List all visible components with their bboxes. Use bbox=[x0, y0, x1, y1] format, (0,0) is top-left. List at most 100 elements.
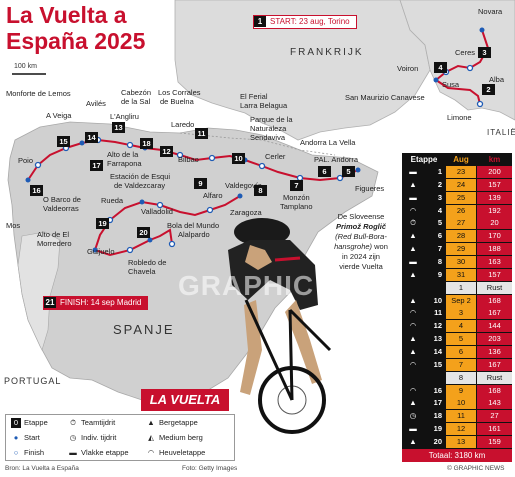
stage-km: 200 bbox=[477, 166, 512, 178]
stage-date: 24 bbox=[446, 178, 476, 191]
stage-km: 144 bbox=[477, 320, 512, 333]
legend-medium-label: Medium berg bbox=[159, 433, 203, 442]
pyrenees-border bbox=[179, 132, 336, 156]
flat-stage-icon: ▬ bbox=[409, 192, 417, 202]
stage-number: 2 bbox=[437, 179, 442, 189]
place-alfaro: Alfaro bbox=[203, 191, 223, 200]
place-alto-morredero-2: Morredero bbox=[37, 239, 72, 248]
place-monforte: Monforte de Lemos bbox=[6, 89, 71, 98]
legend-vlakke: ▬ Vlakke etappe bbox=[68, 448, 129, 458]
stage-number: 12 bbox=[433, 321, 442, 331]
place-larra: Larra Belagua bbox=[240, 101, 288, 110]
map-stage-9: 9 bbox=[194, 178, 207, 189]
stage-row: ▲ 9 31 157 bbox=[402, 268, 512, 282]
stage-date: 27 bbox=[446, 217, 476, 230]
place-o-barco-2: Valdeorras bbox=[43, 204, 79, 213]
stage-km: 139 bbox=[477, 191, 512, 204]
place-estacion-1: Estación de Esqui bbox=[110, 172, 171, 181]
place-san-maurizio: San Maurizio Canavese bbox=[345, 93, 425, 102]
stage-km: 188 bbox=[477, 243, 512, 256]
map-stage-4: 4 bbox=[434, 62, 447, 73]
stage-km: 157 bbox=[477, 178, 512, 191]
legend-berg: ▲ Bergetappe bbox=[146, 418, 198, 428]
stage-row: ▲ 2 24 157 bbox=[402, 178, 512, 192]
caption-line-1: De Sloveense bbox=[337, 212, 385, 221]
place-sendaviva: Sendaviva bbox=[250, 133, 286, 142]
legend-medium: ◭ Medium berg bbox=[146, 433, 203, 443]
stage-row: ▬ 1 23 200 bbox=[402, 166, 512, 179]
stage-km: 157 bbox=[477, 268, 512, 281]
graphic-news-credit: © GRAPHIC NEWS bbox=[447, 465, 505, 472]
stage-number: 6 bbox=[437, 231, 442, 241]
mountain-stage-icon: ▲ bbox=[409, 231, 417, 241]
place-rueda: Rueda bbox=[101, 196, 124, 205]
map-stage-19: 19 bbox=[96, 218, 109, 229]
map-stage-7: 7 bbox=[290, 180, 303, 191]
map-stage-13: 13 bbox=[112, 122, 125, 133]
mountain-stage-icon: ▲ bbox=[409, 334, 417, 344]
stage-number: 15 bbox=[433, 359, 442, 369]
stage-date: 9 bbox=[446, 384, 476, 397]
stage-km: 167 bbox=[477, 307, 512, 320]
stage-number: 18 bbox=[433, 411, 442, 421]
place-o-barco-1: O Barco de bbox=[43, 195, 81, 204]
stage-km: 168 bbox=[477, 294, 512, 307]
mountain-stage-icon: ▲ bbox=[409, 398, 417, 408]
hill-stage-icon: ◠ bbox=[409, 385, 417, 395]
stage-date: 4 bbox=[446, 320, 476, 333]
stage-row: ▬ 3 25 139 bbox=[402, 191, 512, 205]
individual-time-trial-icon: ◷ bbox=[69, 433, 77, 442]
map-stage-6: 6 bbox=[318, 166, 331, 177]
stage-number: 19 bbox=[433, 424, 442, 434]
hill-stage-icon: ◠ bbox=[409, 308, 417, 318]
mountain-stage-icon: ▲ bbox=[409, 244, 417, 254]
stage-number: 8 bbox=[437, 257, 442, 267]
place-guijuelo: Guijuelo bbox=[87, 247, 115, 256]
stage-km: 27 bbox=[477, 410, 512, 423]
place-bola-2: Alalpardo bbox=[178, 230, 210, 239]
legend-start-label: Start bbox=[24, 433, 40, 442]
place-alto-farrapona-2: Farrapona bbox=[107, 159, 142, 168]
stage-row: ◠ 4 26 192 bbox=[402, 204, 512, 218]
stage-date: 11 bbox=[446, 410, 476, 423]
finish-box-text: FINISH: 14 sep Madrid bbox=[60, 298, 142, 307]
legend-vlakke-label: Vlakke etappe bbox=[81, 448, 129, 457]
place-cerler: Cerler bbox=[265, 152, 286, 161]
map-stage-17: 17 bbox=[90, 160, 103, 171]
map-stage-12: 12 bbox=[160, 146, 173, 157]
start-box-text: START: 23 aug, Torino bbox=[270, 17, 350, 26]
map-stage-14: 14 bbox=[85, 132, 98, 143]
map-stage-10: 10 bbox=[232, 153, 245, 164]
finish-box: 21 FINISH: 14 sep Madrid bbox=[43, 296, 149, 310]
caption-line-4: in 2024 zijn bbox=[342, 252, 380, 261]
stage-number bbox=[424, 282, 444, 294]
stage-number: 4 bbox=[437, 205, 442, 215]
stage-date: 26 bbox=[446, 204, 476, 217]
header-km: km bbox=[488, 155, 501, 164]
flat-stage-icon: ▬ bbox=[409, 167, 417, 176]
stage-km: 163 bbox=[477, 256, 512, 269]
place-valdegovia: Valdegovía bbox=[225, 181, 262, 190]
stage-row: ◠ 12 4 144 bbox=[402, 320, 512, 333]
stage-date: 29 bbox=[446, 243, 476, 256]
map-stage-2: 2 bbox=[482, 84, 495, 95]
legend-indiv: ◷ Indiv. tijdrit bbox=[68, 433, 117, 443]
route-madrid bbox=[149, 228, 173, 245]
stage-number: 14 bbox=[433, 347, 442, 357]
mountain-stage-icon: ▲ bbox=[409, 179, 417, 189]
place-de-la-sal: de la Sal bbox=[121, 97, 151, 106]
title-line-1: La Vuelta a bbox=[6, 2, 127, 28]
place-robledo-2: Chavela bbox=[128, 267, 156, 276]
stage-number: 10 bbox=[433, 295, 442, 305]
start-stage-number: 1 bbox=[254, 16, 266, 27]
legend: 0 Etappe ● Start ○ Finish ⏱ Teamtijdrit ◷ Ind… bbox=[5, 414, 235, 461]
place-poio: Poio bbox=[18, 156, 34, 165]
rest-day-icon bbox=[402, 372, 424, 384]
caption-team-2: hansgrohe) won bbox=[315, 242, 407, 252]
place-aviles: Avilés bbox=[86, 99, 106, 108]
stage-date: 5 bbox=[446, 333, 476, 346]
place-estacion-2: de Valdezcaray bbox=[114, 181, 166, 190]
rest-day-icon bbox=[402, 282, 424, 294]
place-alto-farrapona-1: Alto de la bbox=[107, 150, 139, 159]
